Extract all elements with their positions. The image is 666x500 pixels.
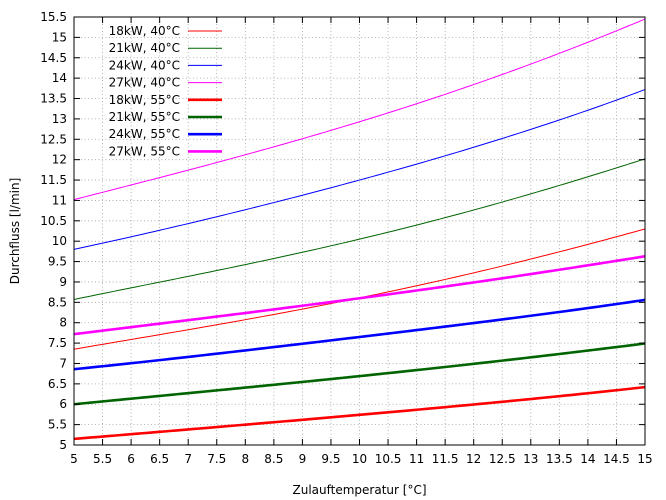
y-tick-label: 10 (52, 234, 67, 248)
y-tick-label: 6.5 (48, 377, 67, 391)
legend-label: 24kW, 55°C (109, 127, 180, 141)
x-axis-title: Zulauftemperatur [°C] (293, 483, 427, 497)
y-axis-title: Durchfluss [l/min] (8, 178, 22, 285)
y-tick-label: 5.5 (48, 418, 67, 432)
legend-label: 18kW, 55°C (109, 93, 180, 107)
x-tick-label: 10 (352, 452, 367, 466)
x-tick-label: 6.5 (150, 452, 169, 466)
y-tick-label: 6 (59, 397, 67, 411)
legend: 18kW, 40°C 21kW, 40°C 24kW, 40°C 27kW, 40°C… (109, 24, 222, 158)
series-line-6 (73, 298, 646, 371)
legend-label: 27kW, 40°C (109, 76, 180, 90)
y-tick-label: 13 (52, 112, 67, 126)
x-tick-label: 10.5 (375, 452, 402, 466)
series-line-4 (73, 385, 646, 441)
y-tick-label: 11 (52, 193, 67, 207)
x-tick-label: 11.5 (432, 452, 459, 466)
series-line-2 (73, 89, 646, 250)
x-tick-label: 15 (637, 452, 652, 466)
y-tick-label: 14 (52, 71, 67, 85)
x-tick-label: 12 (466, 452, 481, 466)
y-tick-label: 5 (59, 438, 67, 452)
y-tick-label: 9 (59, 275, 67, 289)
x-tick-label: 14 (580, 452, 595, 466)
x-tick-label: 5 (70, 452, 78, 466)
x-tick-label: 13 (523, 452, 538, 466)
y-tick-label: 8.5 (48, 295, 67, 309)
x-tick-label: 6 (127, 452, 135, 466)
series-line-3 (73, 18, 646, 201)
y-tick-label: 12 (52, 153, 67, 167)
x-tick-label: 9 (299, 452, 307, 466)
y-tick-label: 12.5 (40, 132, 67, 146)
x-tick-label: 11 (409, 452, 424, 466)
y-tick-label: 7.5 (48, 336, 67, 350)
y-tick-label: 11.5 (40, 173, 67, 187)
y-tick-label: 15 (52, 30, 67, 44)
legend-label: 21kW, 40°C (109, 41, 180, 55)
legend-label: 27kW, 55°C (109, 144, 180, 158)
x-tick-label: 14.5 (603, 452, 630, 466)
x-tick-label: 8 (241, 452, 249, 466)
y-tick-label: 15.5 (40, 10, 67, 24)
x-tick-label: 5.5 (93, 452, 112, 466)
y-tick-label: 13.5 (40, 92, 67, 106)
y-tick-label: 14.5 (40, 51, 67, 65)
series-line-1 (73, 158, 646, 300)
x-tick-label: 7 (184, 452, 192, 466)
x-tick-label: 12.5 (489, 452, 516, 466)
y-tick-label: 10.5 (40, 214, 67, 228)
y-tick-label: 8 (59, 316, 67, 330)
legend-label: 24kW, 40°C (109, 58, 180, 72)
axis-ticks: 5 5.5 6 6.5 7 7.5 8 8.5 9 9.5 10 10.5 11 11.5 12 12.5 13… (40, 10, 652, 466)
x-tick-label: 13.5 (546, 452, 573, 466)
y-tick-label: 9.5 (48, 255, 67, 269)
series-line-7 (73, 254, 646, 336)
x-tick-label: 9.5 (321, 452, 340, 466)
x-tick-label: 7.5 (207, 452, 226, 466)
y-tick-label: 7 (59, 356, 67, 370)
x-tick-label: 8.5 (264, 452, 283, 466)
legend-label: 21kW, 55°C (109, 110, 180, 124)
series-line-5 (73, 342, 646, 406)
legend-label: 18kW, 40°C (109, 24, 180, 38)
series-lines (73, 18, 646, 441)
